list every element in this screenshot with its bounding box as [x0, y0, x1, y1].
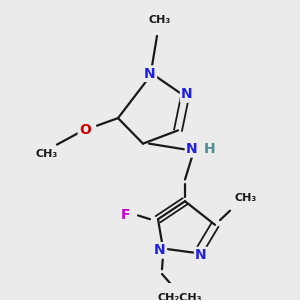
Text: H: H: [204, 142, 216, 156]
Text: N: N: [195, 248, 207, 262]
Text: O: O: [79, 123, 91, 137]
Text: CH₃: CH₃: [235, 194, 257, 203]
Text: CH₂CH₃: CH₂CH₃: [158, 292, 202, 300]
Text: F: F: [121, 208, 131, 222]
Text: CH₃: CH₃: [149, 15, 171, 25]
Text: N: N: [186, 142, 198, 156]
Text: N: N: [144, 67, 156, 81]
Text: CH₃: CH₃: [36, 149, 58, 159]
Text: N: N: [154, 243, 166, 257]
Text: N: N: [181, 88, 193, 101]
